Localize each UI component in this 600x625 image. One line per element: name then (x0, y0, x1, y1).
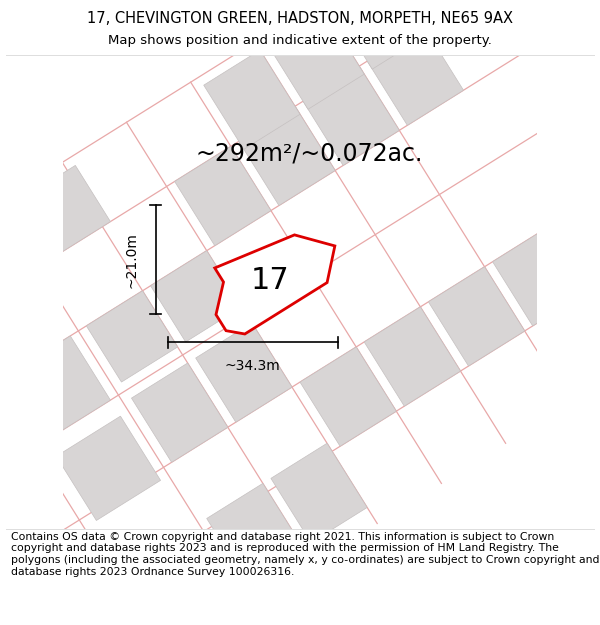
Polygon shape (206, 483, 303, 582)
Polygon shape (196, 323, 292, 422)
Polygon shape (86, 291, 178, 382)
Polygon shape (268, 10, 364, 109)
Text: ~34.3m: ~34.3m (225, 359, 281, 373)
Text: 17, CHEVINGTON GREEN, HADSTON, MORPETH, NE65 9AX: 17, CHEVINGTON GREEN, HADSTON, MORPETH, … (87, 11, 513, 26)
Text: ~292m²/~0.072ac.: ~292m²/~0.072ac. (196, 141, 423, 165)
Text: ~21.0m: ~21.0m (124, 232, 138, 288)
Polygon shape (493, 227, 589, 326)
Polygon shape (300, 347, 396, 446)
Polygon shape (131, 363, 228, 462)
Polygon shape (367, 26, 464, 126)
Polygon shape (239, 106, 335, 206)
Polygon shape (151, 251, 242, 342)
Polygon shape (175, 146, 271, 246)
Polygon shape (204, 50, 300, 149)
Polygon shape (19, 166, 110, 257)
Polygon shape (215, 235, 335, 334)
Polygon shape (6, 336, 110, 440)
Polygon shape (56, 416, 161, 521)
Text: Contains OS data © Crown copyright and database right 2021. This information is : Contains OS data © Crown copyright and d… (11, 532, 599, 577)
Polygon shape (303, 66, 400, 166)
Polygon shape (428, 267, 524, 366)
Text: 17: 17 (251, 266, 290, 295)
Polygon shape (332, 0, 428, 69)
Polygon shape (271, 443, 367, 542)
Polygon shape (364, 307, 460, 406)
Text: Map shows position and indicative extent of the property.: Map shows position and indicative extent… (108, 34, 492, 47)
